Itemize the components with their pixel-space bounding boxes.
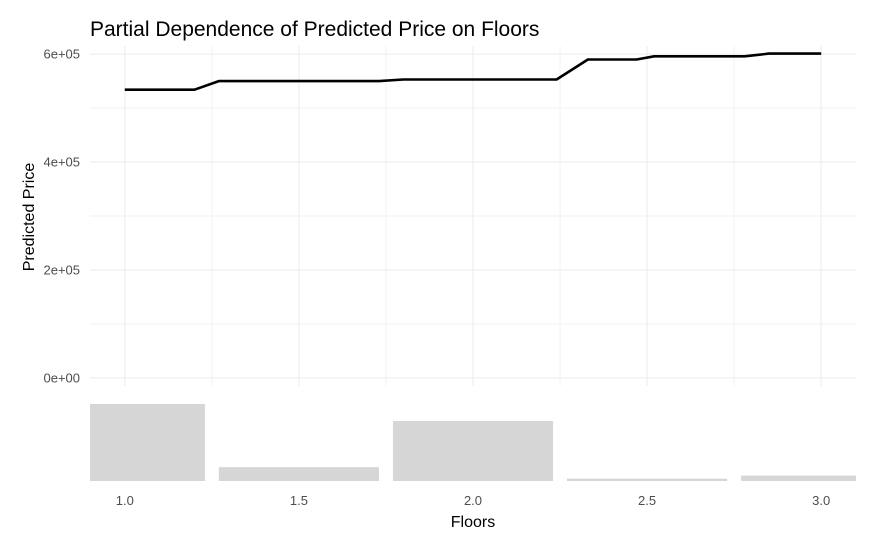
floors-distribution: [90, 404, 856, 481]
x-tick-label: 2.0: [464, 493, 482, 508]
y-tick-label: 2e+05: [43, 262, 80, 277]
y-tick-label: 0e+00: [43, 370, 80, 385]
x-tick-label: 1.5: [290, 493, 308, 508]
pd-line-layer: [124, 52, 822, 91]
y-tick-label: 4e+05: [43, 155, 80, 170]
distribution-bar: [218, 467, 379, 481]
x-axis-title: Floors: [451, 514, 495, 531]
x-tick-label: 1.0: [116, 493, 134, 508]
grid: [90, 46, 856, 386]
x-tick-label: 2.5: [638, 493, 656, 508]
pd-line: [124, 52, 822, 91]
distribution-bar: [567, 478, 728, 481]
x-tick-label: 3.0: [812, 493, 830, 508]
distribution-bar: [90, 404, 205, 481]
distribution-bar: [392, 420, 554, 481]
y-axis-title: Predicted Price: [21, 163, 38, 272]
y-axis-ticks: 0e+00 2e+05 4e+05 6e+05: [43, 47, 80, 386]
x-axis-ticks: 1.0 1.5 2.0 2.5 3.0: [116, 493, 830, 508]
distribution-bar: [741, 475, 856, 481]
chart-title: Partial Dependence of Predicted Price on…: [90, 18, 539, 41]
y-tick-label: 6e+05: [43, 47, 80, 62]
